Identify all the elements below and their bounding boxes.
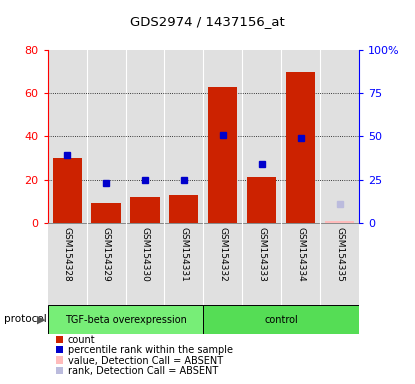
Bar bbox=[48, 223, 87, 307]
Text: control: control bbox=[264, 314, 298, 325]
Text: percentile rank within the sample: percentile rank within the sample bbox=[68, 345, 233, 355]
Text: GDS2974 / 1437156_at: GDS2974 / 1437156_at bbox=[130, 15, 285, 28]
Bar bbox=[320, 50, 359, 223]
Bar bbox=[53, 158, 82, 223]
Text: protocol: protocol bbox=[4, 314, 47, 324]
Bar bbox=[281, 50, 320, 223]
Text: GSM154332: GSM154332 bbox=[218, 227, 227, 282]
Bar bbox=[242, 223, 281, 307]
Bar bbox=[130, 197, 160, 223]
Bar bbox=[242, 50, 281, 223]
Bar bbox=[87, 50, 125, 223]
Text: GSM154330: GSM154330 bbox=[141, 227, 149, 282]
Text: GSM154328: GSM154328 bbox=[63, 227, 72, 282]
Text: value, Detection Call = ABSENT: value, Detection Call = ABSENT bbox=[68, 356, 223, 366]
Bar bbox=[48, 50, 87, 223]
Text: count: count bbox=[68, 335, 95, 345]
Bar bbox=[247, 177, 276, 223]
Text: GSM154331: GSM154331 bbox=[179, 227, 188, 282]
Bar bbox=[203, 50, 242, 223]
Bar bbox=[286, 71, 315, 223]
Bar bbox=[169, 195, 198, 223]
Bar bbox=[281, 223, 320, 307]
FancyBboxPatch shape bbox=[203, 305, 359, 334]
Bar bbox=[164, 50, 203, 223]
Text: GSM154335: GSM154335 bbox=[335, 227, 344, 282]
Text: ▶: ▶ bbox=[37, 314, 46, 324]
Bar bbox=[87, 223, 125, 307]
Text: GSM154329: GSM154329 bbox=[102, 227, 110, 282]
Bar bbox=[320, 223, 359, 307]
Bar bbox=[203, 223, 242, 307]
Bar bbox=[208, 87, 237, 223]
Text: GSM154333: GSM154333 bbox=[257, 227, 266, 282]
Bar bbox=[325, 220, 354, 223]
Bar bbox=[164, 223, 203, 307]
Text: TGF-beta overexpression: TGF-beta overexpression bbox=[65, 314, 186, 325]
Text: GSM154334: GSM154334 bbox=[296, 227, 305, 282]
FancyBboxPatch shape bbox=[48, 305, 203, 334]
Text: rank, Detection Call = ABSENT: rank, Detection Call = ABSENT bbox=[68, 366, 218, 376]
Bar bbox=[125, 50, 164, 223]
Bar bbox=[91, 203, 121, 223]
Bar bbox=[125, 223, 164, 307]
